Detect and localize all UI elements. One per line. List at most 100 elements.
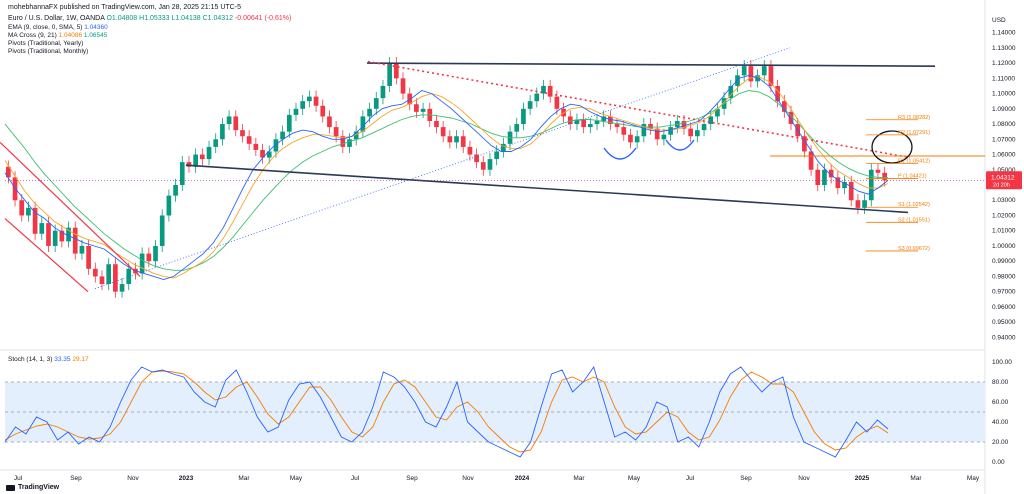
x-tick-label: Jul <box>14 475 23 482</box>
candle <box>340 130 346 153</box>
candle <box>220 117 225 146</box>
highlight-circle <box>871 130 913 164</box>
x-tick-label: 2025 <box>855 475 870 482</box>
candle <box>454 130 459 149</box>
candle <box>206 140 212 166</box>
candle <box>253 137 259 157</box>
ohlc-close: C1.04312 <box>202 15 233 22</box>
candle <box>842 175 847 195</box>
y-tick-label: 1.08000 <box>992 121 1016 128</box>
candle <box>173 178 178 202</box>
candle <box>802 130 807 158</box>
candle <box>862 194 867 214</box>
candle <box>313 90 319 112</box>
candle <box>480 156 486 176</box>
tradingview-icon <box>6 484 15 491</box>
candle <box>146 247 152 268</box>
y-tick-label: 1.12000 <box>992 60 1016 67</box>
x-tick-label: 2023 <box>179 475 194 482</box>
candle <box>226 110 232 131</box>
candle <box>39 217 45 240</box>
y-tick-label: 0.96000 <box>992 304 1016 311</box>
lower-trendline <box>185 164 909 214</box>
ohlc-change: -0.00641 (-0.61%) <box>234 15 292 22</box>
stoch-k-line <box>4 365 889 458</box>
candle <box>52 224 58 253</box>
candle <box>835 171 841 195</box>
indicator-ema[interactable]: EMA (9, close, 0, SMA, 5) 1.04360 <box>8 23 108 32</box>
y-tick-label: 1.09000 <box>992 106 1016 113</box>
y-tick-label: 0.95000 <box>992 319 1016 326</box>
candle <box>434 114 439 134</box>
indicator-ma-cross[interactable]: MA Cross (9, 21) 1.04086 1.06545 <box>8 31 107 40</box>
pivot-label: R2 (1.07291) <box>898 130 930 136</box>
candle <box>521 102 526 131</box>
candle <box>400 72 406 100</box>
y-tick-label: 1.07000 <box>992 136 1016 143</box>
x-tick-label: Jul <box>351 475 360 482</box>
stoch-k-value: 33.35 <box>54 356 71 363</box>
candle <box>139 247 145 280</box>
stoch-tick-label: 80.00 <box>992 379 1009 386</box>
x-tick-label: May <box>290 475 303 482</box>
candle <box>86 239 91 275</box>
candle <box>440 121 446 143</box>
candle <box>333 121 339 143</box>
candle <box>260 143 265 164</box>
tradingview-logo[interactable]: TradingView <box>6 484 59 491</box>
x-tick-label: Nov <box>798 475 810 482</box>
symbol-name[interactable]: Euro / U.S. Dollar, 1W, OANDA <box>8 15 105 22</box>
candle <box>514 117 520 138</box>
x-tick-label: 2024 <box>515 475 530 482</box>
candle <box>179 156 185 192</box>
ema-label: EMA (9, close, 0, SMA, 5) <box>8 24 83 31</box>
candle <box>19 194 25 222</box>
ma-slow-line <box>4 90 888 271</box>
upper-trendline <box>366 62 936 67</box>
x-tick-label: Mar <box>238 475 250 482</box>
candle <box>547 79 553 103</box>
published-line: mohebhannaFX published on TradingView.co… <box>8 4 241 11</box>
ma-value-fast: 1.04086 <box>58 32 83 39</box>
candle <box>594 114 600 131</box>
candle <box>527 95 533 115</box>
candle <box>695 124 700 143</box>
y-tick-label: 0.94000 <box>992 334 1016 341</box>
dotted-resistance-line <box>367 60 911 159</box>
indicator-pivots-monthly[interactable]: Pivots (Traditional, Monthly) <box>8 48 89 55</box>
pivot-label: P (1.04421) <box>898 174 927 180</box>
indicator-pivots-yearly[interactable]: Pivots (Traditional, Yearly) <box>8 40 84 47</box>
pivot-label: R3 (1.08282) <box>898 115 930 121</box>
stoch-tick-label: 100.00 <box>992 359 1012 366</box>
candle <box>688 122 694 143</box>
candle <box>240 124 245 143</box>
candle <box>393 57 399 85</box>
candle <box>628 128 633 149</box>
stoch-tick-label: 20.00 <box>992 439 1009 446</box>
y-tick-label: 0.97000 <box>992 289 1016 296</box>
x-tick-label: Sep <box>70 475 82 482</box>
y-tick-label: 1.00000 <box>992 243 1016 250</box>
candle <box>280 125 285 146</box>
x-tick-label: Mar <box>573 475 585 482</box>
candle <box>119 277 125 298</box>
y-tick-label: 1.03000 <box>992 197 1016 204</box>
currency-label: USD <box>992 17 1006 24</box>
x-tick-label: Mar <box>910 475 922 482</box>
symbol-info: Euro / U.S. Dollar, 1W, OANDA O1.04808 H… <box>8 14 291 23</box>
candle <box>875 163 881 179</box>
candle <box>246 130 252 150</box>
candle <box>307 90 312 108</box>
downtrend-channel-bottom <box>4 218 89 293</box>
candle <box>59 224 65 248</box>
candle <box>581 113 586 134</box>
left-shoulder-arc <box>603 147 637 160</box>
candle <box>327 110 332 134</box>
stoch-tick-label: 60.00 <box>992 399 1009 406</box>
stoch-legend[interactable]: Stoch (14, 1, 3) 33.35 29.17 <box>8 355 89 364</box>
candle <box>815 163 821 192</box>
candle <box>414 98 419 118</box>
candle <box>501 137 506 158</box>
price-badge-timer: 2d 20h <box>993 182 1010 188</box>
